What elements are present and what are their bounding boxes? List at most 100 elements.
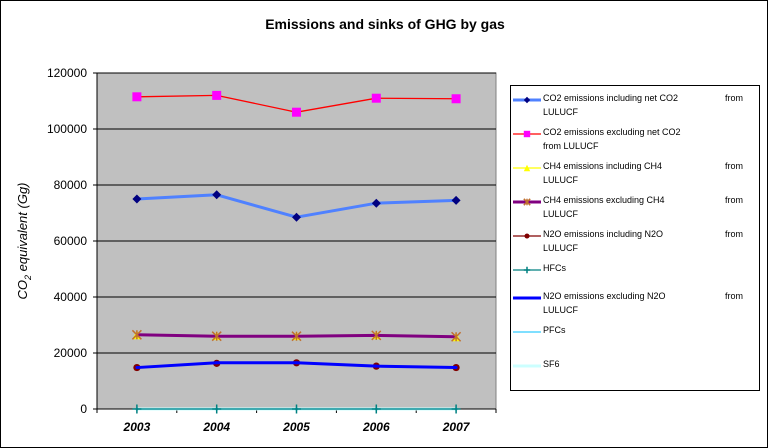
legend-label: PFCs xyxy=(543,323,743,337)
legend-marker xyxy=(523,164,531,172)
legend-label: SF6 xyxy=(543,357,743,371)
y-tick-labels: 0 20000 40000 60000 80000 100000 120000 xyxy=(47,66,87,416)
series-6 xyxy=(135,361,458,370)
legend-item: CH4 emissions excluding CH4 from LULUCF xyxy=(511,193,759,227)
legend-symbol xyxy=(513,233,541,239)
legend-label-from: from xyxy=(725,291,743,301)
y-tick-label: 100000 xyxy=(47,122,87,136)
data-point xyxy=(295,361,298,365)
data-point xyxy=(212,404,222,414)
legend-label-line2: LULUCF xyxy=(543,243,579,253)
data-point xyxy=(451,195,461,205)
legend-item: CH4 emissions including CH4 from LULUCF xyxy=(511,159,759,193)
data-point xyxy=(211,331,222,342)
legend-label-line1: HFCs xyxy=(543,263,566,273)
y-tick-label: 20000 xyxy=(54,346,88,360)
legend-marker xyxy=(524,233,530,239)
legend-item: CO2 emissions including net CO2 from LULUC… xyxy=(511,91,759,125)
legend-item: CO2 emissions excluding net CO2 from LULU… xyxy=(511,125,759,159)
legend-label-line1: PFCs xyxy=(543,325,566,335)
x-tick-label: 2007 xyxy=(442,420,471,434)
legend-label-line2: LULUCF xyxy=(543,209,579,219)
legend-item: SF6 xyxy=(511,357,759,391)
legend-item: N2O emissions excluding N2O from LULUCF xyxy=(511,289,759,323)
legend-label-line1: N2O emissions excluding N2O from xyxy=(543,291,743,301)
data-point xyxy=(135,366,139,370)
legend-item: N2O emissions including N2O from LULUCF xyxy=(511,227,759,261)
legend-label-line1: CH4 emissions including CH4 from xyxy=(543,161,743,171)
legend-label-line1: CO2 emissions excluding net CO2 xyxy=(543,127,681,137)
data-point xyxy=(291,331,302,342)
legend-label: CH4 emissions excluding CH4 from LULUCF xyxy=(543,193,743,221)
legend-label: CO2 emissions excluding net CO2 from LULU… xyxy=(543,125,743,153)
data-point xyxy=(371,330,382,341)
x-tick-label: 2006 xyxy=(362,420,390,434)
series-group xyxy=(131,90,462,414)
data-point xyxy=(451,94,461,104)
legend-label-line1: CH4 emissions excluding CH4 from xyxy=(543,195,743,205)
data-point xyxy=(292,404,301,414)
legend-marker xyxy=(523,96,531,104)
series-3 xyxy=(131,329,462,342)
legend-label: CO2 emissions including net CO2 from LULUC… xyxy=(543,91,743,119)
series-1 xyxy=(132,90,461,117)
legend-symbol xyxy=(513,164,541,172)
gridlines xyxy=(93,72,496,410)
legend-label-from: from xyxy=(725,161,743,171)
data-point xyxy=(371,404,381,414)
data-point xyxy=(132,92,142,102)
y-axis-label-sub: 2 xyxy=(23,275,33,281)
legend-symbol xyxy=(513,296,541,300)
legend-label-line2: LULUCF xyxy=(543,175,579,185)
legend-label-line1: N2O emissions including N2O from xyxy=(543,229,743,239)
data-point xyxy=(212,90,222,100)
legend-label-line2: LULUCF xyxy=(543,107,579,117)
data-point xyxy=(292,107,301,117)
y-tick-label: 40000 xyxy=(54,290,88,304)
y-tick-label: 60000 xyxy=(54,234,88,248)
legend-marker xyxy=(523,198,531,206)
x-tick-label: 2004 xyxy=(202,420,230,434)
series-0 xyxy=(132,190,461,222)
series-5 xyxy=(132,404,461,414)
legend-marker xyxy=(523,266,531,274)
legend-label-line2: from LULUCF xyxy=(543,141,599,151)
legend-label-from: from xyxy=(725,93,743,103)
legend-label-line1: SF6 xyxy=(543,359,560,369)
legend-symbol xyxy=(513,266,541,274)
legend-label-from: from xyxy=(725,195,743,205)
legend-item: PFCs xyxy=(511,323,759,357)
data-point xyxy=(454,366,458,370)
data-point xyxy=(212,190,222,200)
legend-label: N2O emissions excluding N2O from LULUCF xyxy=(543,289,743,317)
data-point xyxy=(131,329,142,340)
legend-symbol xyxy=(513,130,541,138)
y-tick-label: 80000 xyxy=(54,178,88,192)
data-point xyxy=(451,331,462,342)
x-tick-labels: 2003 2004 2005 2006 2007 xyxy=(123,420,471,434)
chart-title: Emissions and sinks of GHG by gas xyxy=(265,16,505,32)
x-tick-label: 2003 xyxy=(123,420,151,434)
x-tick-label: 2005 xyxy=(282,420,310,434)
y-axis-label-rest: equivalent (Gg) xyxy=(15,182,30,275)
legend-label-from: from xyxy=(725,229,743,239)
legend-symbol xyxy=(513,364,541,368)
legend-label: CH4 emissions including CH4 from LULUCF xyxy=(543,159,743,187)
legend-label-line1: CO2 emissions including net CO2 from xyxy=(543,93,743,103)
legend-label-line2: LULUCF xyxy=(543,305,579,315)
legend-symbol xyxy=(513,96,541,104)
legend: CO2 emissions including net CO2 from LULUC… xyxy=(510,85,760,391)
data-point xyxy=(132,404,142,414)
data-point xyxy=(215,361,219,365)
data-point xyxy=(451,404,461,414)
y-tick-label: 120000 xyxy=(47,66,87,80)
data-point xyxy=(371,93,381,103)
y-axis-label-main: CO xyxy=(15,280,30,300)
data-point xyxy=(371,198,381,208)
legend-symbol xyxy=(513,331,541,333)
y-axis-label: CO2 equivalent (Gg) xyxy=(15,182,33,299)
legend-label: N2O emissions including N2O from LULUCF xyxy=(543,227,743,255)
data-point xyxy=(292,212,301,222)
